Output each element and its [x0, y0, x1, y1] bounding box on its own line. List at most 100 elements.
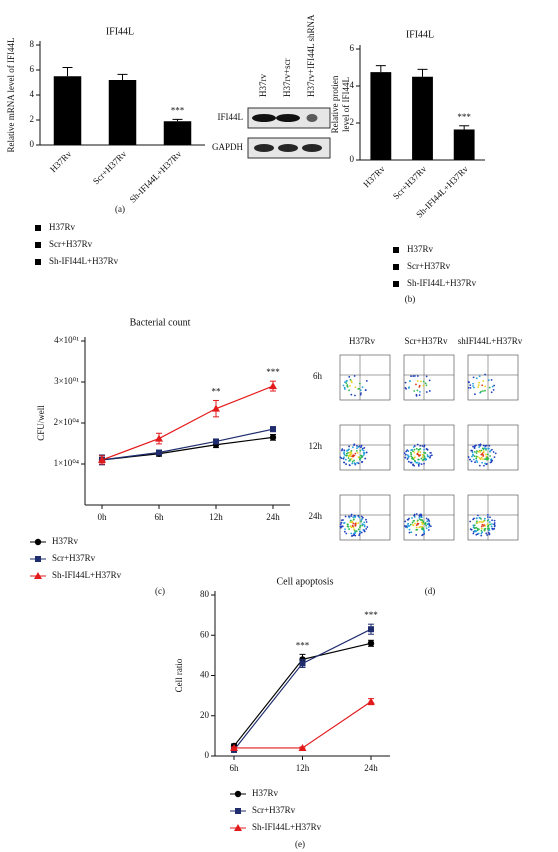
flow-dot — [357, 388, 360, 390]
flow-dot — [493, 524, 496, 527]
flow-dot — [350, 380, 353, 382]
flow-dot — [419, 518, 421, 521]
flow-dot — [364, 457, 367, 460]
flow-dot — [420, 457, 423, 460]
point — [367, 697, 375, 705]
flow-dot — [360, 519, 363, 522]
y-tick-label: 2 — [350, 117, 355, 127]
flow-dot — [478, 464, 481, 467]
legend-swatch — [393, 281, 399, 287]
flow-dot — [361, 448, 364, 451]
point — [212, 404, 220, 412]
flow-dot — [344, 388, 346, 390]
flow-dot — [356, 451, 359, 454]
flow-dot — [347, 457, 350, 459]
flow-dot — [419, 390, 421, 393]
flow-dot — [410, 451, 412, 454]
flow-dot — [416, 528, 419, 531]
flow-dot — [470, 528, 473, 531]
flow-dot — [493, 522, 496, 524]
flow-dot — [488, 386, 491, 389]
flow-dot — [348, 528, 350, 530]
bar — [370, 72, 392, 160]
flow-dot — [419, 447, 422, 450]
flow-dot — [483, 464, 485, 467]
flow-dot — [416, 522, 419, 525]
flow-dot — [420, 463, 423, 466]
flow-dot — [467, 380, 470, 383]
flow-dot — [484, 373, 487, 376]
flow-dot — [359, 524, 362, 527]
flow-dot — [413, 522, 416, 525]
flow-dot — [481, 384, 484, 387]
flow-dot — [429, 456, 431, 459]
flow-dot — [348, 515, 350, 518]
y-tick-label: 3×10⁰¹ — [54, 376, 79, 386]
flow-dot — [423, 456, 426, 458]
flow-dot — [415, 394, 418, 397]
flow-dot — [415, 513, 418, 515]
flow-dot — [481, 461, 484, 464]
flow-dot — [403, 452, 406, 454]
flow-dot — [358, 458, 361, 461]
flow-dot — [417, 453, 420, 456]
flow-dot — [410, 455, 413, 458]
flow-dot — [492, 388, 495, 391]
flow-dot — [493, 519, 496, 522]
flow-dot — [413, 448, 416, 451]
flow-dot — [421, 525, 424, 528]
flow-dot — [350, 393, 353, 396]
flow-dot — [428, 526, 430, 528]
blot-band — [306, 114, 318, 122]
flow-dot — [473, 446, 476, 449]
lane-label: H37rv+IFI44L shRNA — [306, 14, 316, 97]
flow-dot — [358, 532, 361, 535]
flow-dot — [421, 445, 424, 447]
legend-label: H37Rv — [52, 536, 79, 546]
flow-plot — [467, 424, 519, 471]
flow-dot — [487, 457, 490, 460]
y-axis-label: CFU/well — [36, 405, 46, 441]
x-tick-label: 12h — [296, 763, 310, 773]
flow-dot — [408, 531, 411, 534]
flow-dot — [416, 519, 419, 522]
flow-dot — [362, 454, 365, 456]
flow-dot — [359, 449, 362, 452]
flow-dot — [412, 450, 414, 453]
flow-dot — [359, 526, 361, 529]
flow-dot — [491, 385, 494, 388]
flow-dot — [343, 530, 346, 533]
flow-dot — [467, 386, 470, 389]
flow-dot — [472, 458, 475, 461]
flow-dot — [486, 514, 489, 516]
flow-dot — [419, 513, 422, 516]
flow-dot — [420, 380, 422, 383]
legend-marker — [34, 538, 42, 546]
flow-dot — [352, 446, 354, 449]
y-tick-label: 4 — [30, 89, 35, 99]
flow-dot — [363, 446, 366, 449]
flow-dot — [477, 386, 480, 389]
flow-dot — [406, 454, 409, 457]
flow-dot — [427, 455, 430, 458]
flow-dot — [425, 517, 428, 520]
flow-dot — [357, 456, 360, 459]
blot-band — [302, 144, 322, 152]
legend-marker — [235, 808, 241, 814]
flow-dot — [354, 522, 357, 525]
legend-label: Scr+H37Rv — [52, 553, 96, 563]
flow-dot — [488, 521, 491, 523]
flow-dot — [481, 523, 484, 526]
flow-dot — [419, 444, 422, 447]
flow-dot — [472, 385, 474, 387]
flow-dot — [415, 461, 418, 464]
x-tick-label: 24h — [364, 763, 378, 773]
flow-dot — [348, 389, 350, 392]
legend-marker — [234, 824, 242, 831]
flow-dot — [351, 460, 354, 463]
flow-dot — [475, 377, 478, 380]
flow-dot — [347, 449, 350, 451]
flow-dot — [340, 457, 343, 460]
flow-dot — [427, 529, 430, 531]
